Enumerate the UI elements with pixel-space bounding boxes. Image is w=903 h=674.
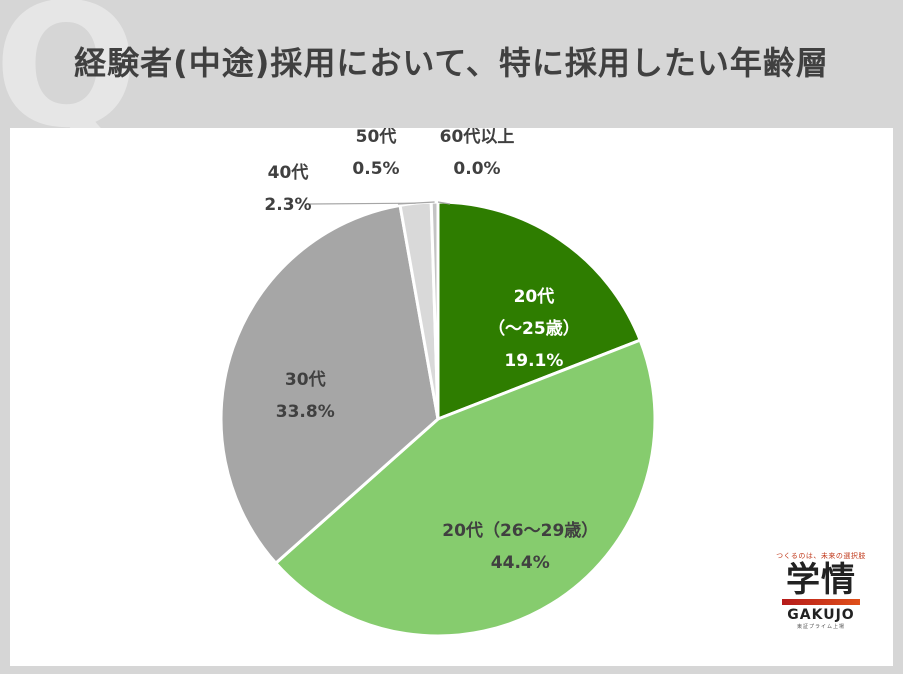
pie-chart: 20代 （～25歳） 19.1% 20代（26～29歳） 44.4% 30代 33.8% 40… bbox=[219, 128, 657, 638]
gakujo-logo: つくるのは、未来の選択肢 学情 GAKUJO 東証プライム上場 bbox=[776, 551, 866, 630]
chart-panel: 20代 （～25歳） 19.1% 20代（26～29歳） 44.4% 30代 33.8% 40… bbox=[10, 128, 893, 666]
page-title: 経験者(中途)採用において、特に採用したい年齢層 bbox=[74, 44, 829, 82]
slice-label-40s-0: 40代 bbox=[268, 162, 309, 183]
slice-label-50s-0: 50代 bbox=[356, 128, 397, 147]
slice-label-20s-under-25-1: （～25歳） bbox=[488, 318, 580, 339]
logo-sub: 東証プライム上場 bbox=[797, 624, 845, 630]
logo-tagline: つくるのは、未来の選択肢 bbox=[776, 552, 866, 560]
leader-line-40s bbox=[309, 202, 416, 205]
slice-label-20s-under-25-0: 20代 bbox=[514, 286, 555, 307]
data-label-20s-under-25: 19.1% bbox=[504, 351, 563, 371]
slice-label-20s-26-29-0: 20代（26～29歳） bbox=[442, 520, 598, 541]
logo-name: GAKUJO bbox=[787, 607, 855, 623]
pie-slice-20s-26-29 bbox=[273, 338, 657, 638]
slice-label-30s-0: 30代 bbox=[285, 369, 326, 390]
leader-line-50s bbox=[397, 201, 435, 205]
pie-slice-20s-under-25 bbox=[436, 200, 643, 422]
logo-bar bbox=[782, 599, 860, 605]
data-label-30s: 33.8% bbox=[276, 402, 335, 422]
data-label-50s: 0.5% bbox=[352, 159, 399, 179]
pie-slice-30s bbox=[219, 203, 440, 566]
data-label-60s-plus: 0.0% bbox=[453, 159, 500, 179]
q-watermark: Q bbox=[0, 0, 139, 166]
data-label-40s: 2.3% bbox=[264, 195, 311, 215]
logo-mark: 学情 bbox=[786, 560, 856, 600]
leader-line-60s-plus bbox=[437, 201, 451, 205]
slice-label-60s-plus-0: 60代以上 bbox=[440, 128, 515, 147]
data-label-20s-26-29: 44.4% bbox=[491, 553, 550, 573]
